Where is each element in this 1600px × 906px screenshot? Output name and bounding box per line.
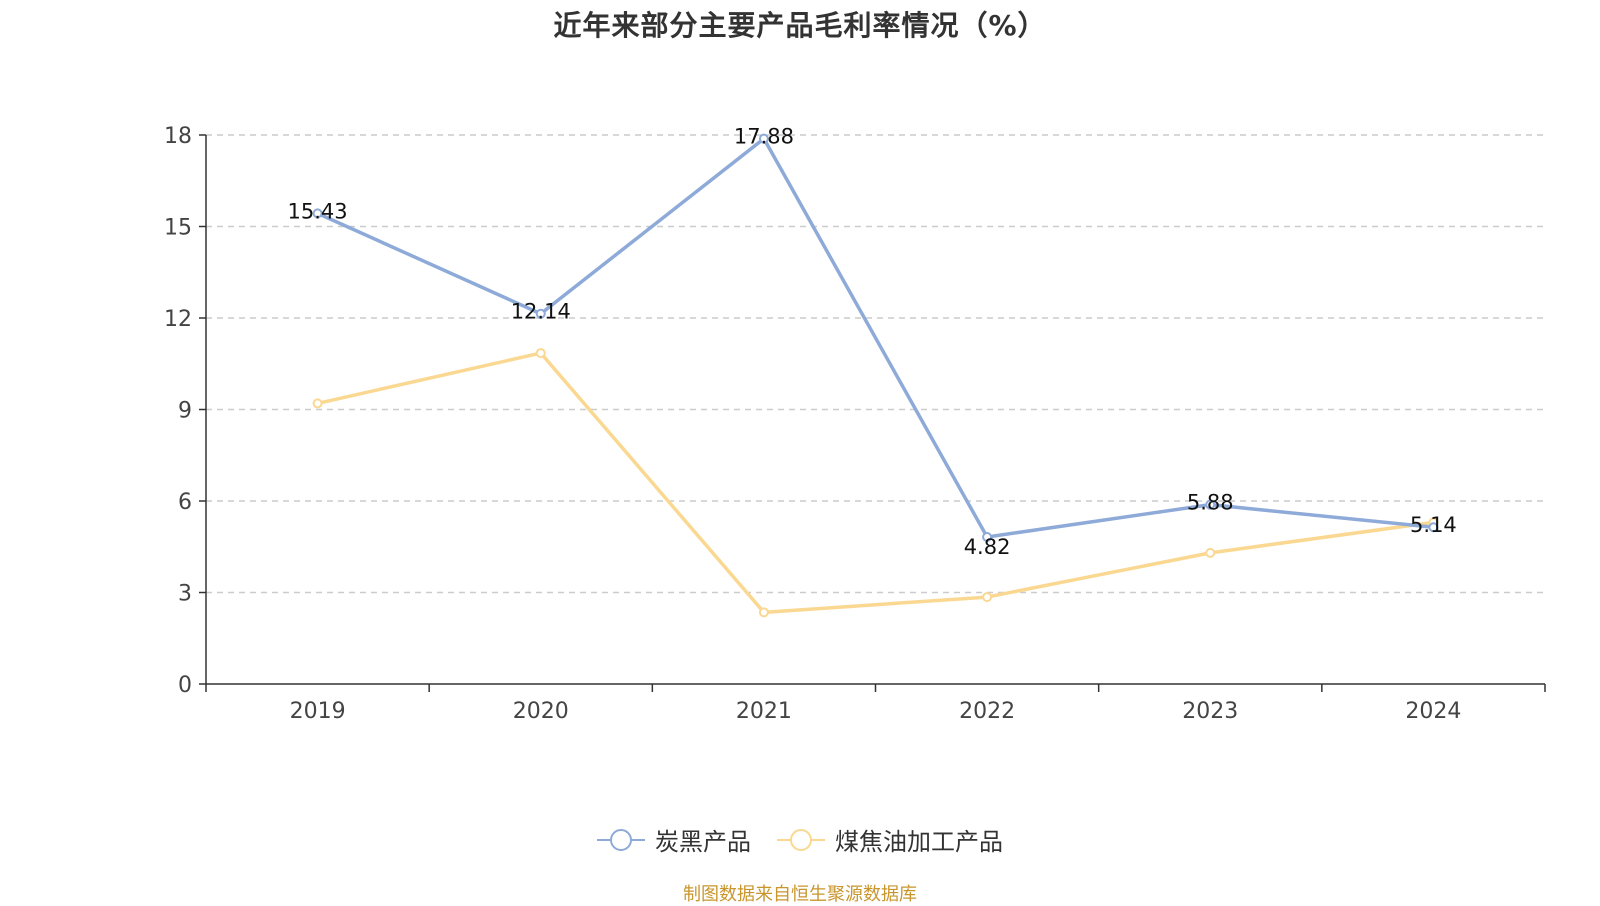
x-tick-label: 2020	[513, 699, 569, 724]
y-tick-label: 12	[164, 307, 192, 332]
data-point[interactable]	[982, 531, 993, 542]
data-labels: 15.43 12.14 17.88 4.82 5.88 5.14	[288, 125, 1457, 559]
y-tick-label: 6	[178, 490, 192, 515]
gridlines	[206, 134, 1545, 594]
source-note: 制图数据来自恒生聚源数据库	[683, 884, 917, 905]
series-line-0	[316, 136, 1434, 539]
axes	[199, 134, 1546, 692]
data-point[interactable]	[1205, 499, 1216, 510]
series-line-1	[317, 351, 1434, 615]
data-point[interactable]	[535, 348, 546, 359]
legend-swatch-icon	[777, 828, 825, 851]
data-label: 5.88	[1187, 491, 1234, 515]
x-tick-label: 2019	[290, 699, 346, 724]
y-tick-label: 3	[178, 582, 192, 607]
data-point[interactable]	[758, 133, 769, 144]
y-tick-label: 9	[178, 399, 192, 424]
series-layer	[312, 133, 1439, 618]
data-label: 17.88	[734, 125, 794, 149]
legend-swatch-icon	[597, 828, 645, 851]
x-tick-label: 2024	[1405, 699, 1461, 724]
x-tick-label: 2023	[1182, 699, 1238, 724]
chart-title: 近年来部分主要产品毛利率情况（%）	[553, 9, 1047, 42]
data-label: 15.43	[288, 199, 348, 223]
data-label: 5.14	[1410, 513, 1457, 537]
legend-label: 炭黑产品	[655, 828, 751, 856]
data-point[interactable]	[982, 592, 993, 603]
data-label: 12.14	[511, 300, 571, 324]
legend-item-series-0[interactable]: 炭黑产品	[597, 822, 751, 857]
x-tick-label: 2022	[959, 699, 1015, 724]
y-tick-label: 15	[164, 216, 192, 241]
data-label: 4.82	[964, 535, 1011, 559]
x-tick-label: 2021	[736, 699, 792, 724]
data-point[interactable]	[535, 308, 546, 319]
data-point[interactable]	[312, 208, 323, 219]
data-point[interactable]	[1428, 522, 1439, 533]
tick-labels: 0 3 6 9 12 15 18 2019 2020 2021 2022 2023 2024	[164, 124, 1461, 724]
y-tick-label: 18	[164, 124, 192, 149]
legend: 炭黑产品 煤焦油加工产品	[0, 822, 1600, 857]
data-point[interactable]	[758, 607, 769, 618]
legend-label: 煤焦油加工产品	[835, 828, 1003, 856]
data-point[interactable]	[312, 398, 323, 409]
data-point[interactable]	[1205, 547, 1216, 558]
legend-item-series-1[interactable]: 煤焦油加工产品	[777, 822, 1003, 857]
y-tick-label: 0	[178, 673, 192, 698]
